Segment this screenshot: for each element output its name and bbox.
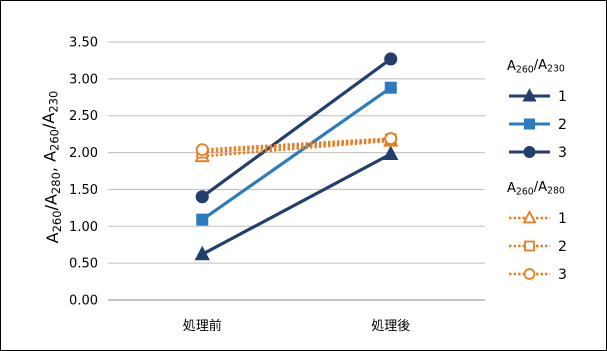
- legend: A260/A230 1 2 3 A260/A280 1 2 3: [507, 58, 567, 283]
- legend-title: A260/A280: [507, 180, 565, 198]
- data-point: [195, 190, 209, 204]
- gridlines: [108, 41, 485, 301]
- y-axis-title: A260/A280, A260/A230: [39, 91, 64, 244]
- series-line: [201, 57, 392, 199]
- y-tick-label: 3.00: [69, 72, 98, 87]
- legend-entry-label: 1: [558, 89, 567, 105]
- data-point: [384, 132, 398, 145]
- legend-entry-label: 3: [558, 267, 567, 283]
- series-layer: [194, 52, 399, 261]
- y-tick-label: 2.00: [69, 146, 98, 161]
- data-point: [384, 52, 398, 66]
- x-tick-label: 処理前: [183, 318, 222, 334]
- legend-marker: [524, 240, 535, 252]
- series-line: [202, 138, 391, 154]
- legend-entry-label: 1: [558, 211, 567, 227]
- legend-marker: [523, 268, 536, 280]
- series-line: [202, 139, 391, 158]
- y-tick-label: 3.50: [69, 36, 98, 51]
- y-tick-label: 0.50: [69, 257, 98, 272]
- data-point: [196, 213, 209, 226]
- legend-entry-label: 3: [558, 145, 567, 161]
- y-tick-label: 2.50: [69, 109, 98, 124]
- data-point: [384, 81, 397, 94]
- series-line: [201, 86, 392, 221]
- x-tick-label: 処理後: [371, 319, 410, 334]
- legend-entry-label: 2: [558, 117, 567, 133]
- series-line: [201, 152, 392, 256]
- y-tick-label: 1.00: [69, 220, 98, 235]
- data-point: [383, 145, 399, 160]
- legend-marker: [522, 88, 537, 102]
- data-point: [195, 143, 209, 157]
- y-tick-label: 1.50: [69, 183, 98, 198]
- legend-title: A260/A230: [507, 58, 565, 76]
- legend-marker: [524, 118, 535, 130]
- legend-marker: [523, 146, 536, 158]
- y-tick-label: 0.00: [69, 294, 98, 309]
- data-point: [194, 245, 210, 261]
- legend-entry-label: 2: [558, 239, 567, 255]
- legend-marker: [522, 209, 537, 224]
- axes: 0.00 0.50 1.00 1.50 2.00 2.50 3.00 3.50 処理前 処理後 A2…: [39, 36, 410, 335]
